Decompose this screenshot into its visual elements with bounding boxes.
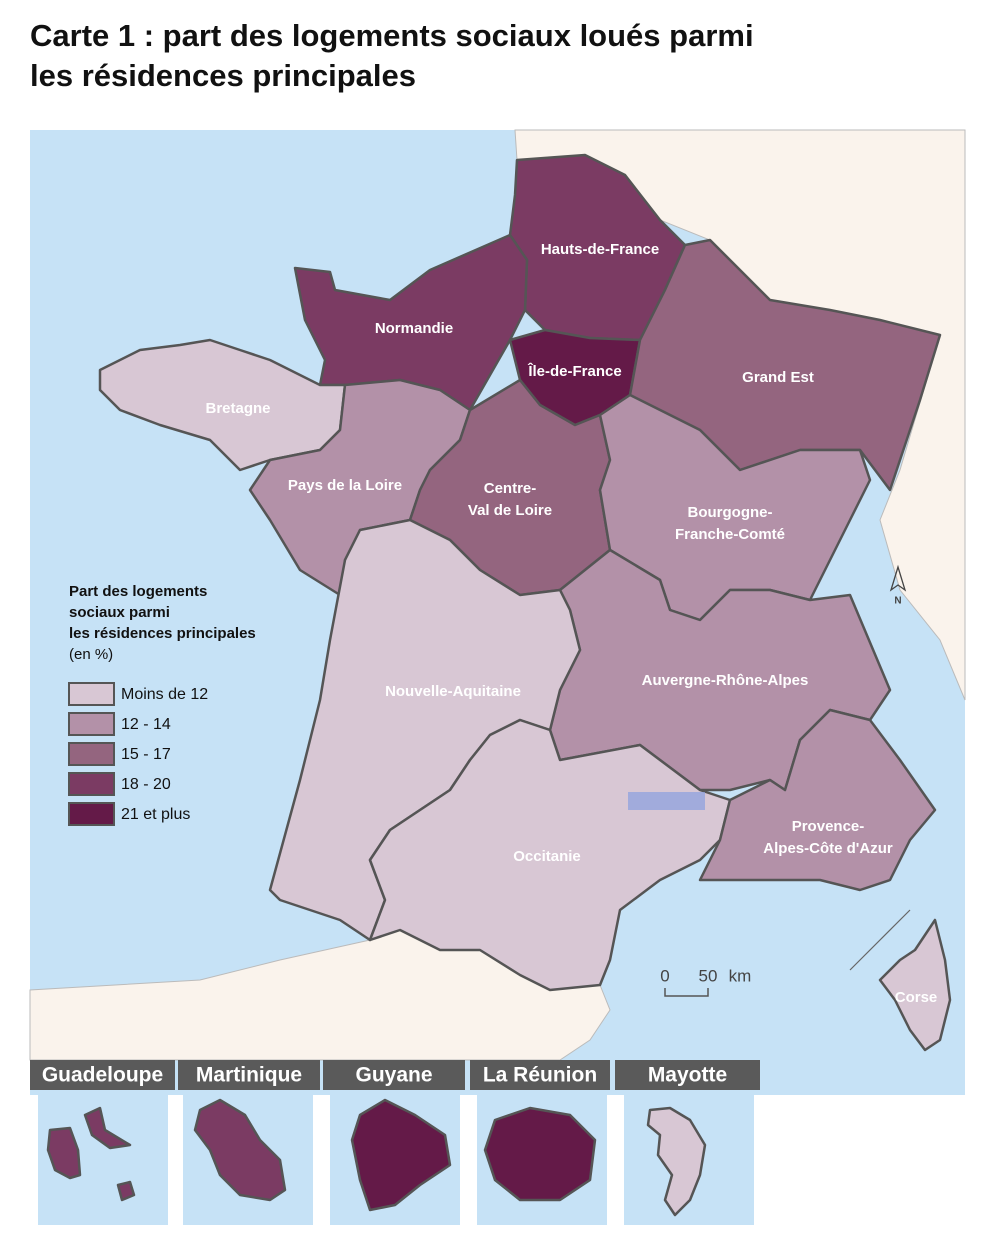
region [368,718,732,992]
overseas-territory [350,1098,452,1212]
region-label: Île-de-France [527,362,621,380]
overseas-name: Mayotte [648,1064,727,1087]
overseas-name: Guadeloupe [42,1064,163,1087]
overseas-tab [323,1060,465,1090]
region-label: Bretagne [205,400,270,417]
overseas-tab [470,1060,610,1090]
overseas-territory [46,1106,136,1202]
region-label: Normandie [375,320,453,337]
north-label: N [894,596,901,607]
scale-end: 50 [699,966,718,985]
legend: Part des logements sociaux parmi les résid… [68,583,256,826]
overseas-territory [193,1098,287,1202]
north-arrow-shape [889,564,907,592]
region [878,918,952,1052]
region-label: Auvergne-Rhône-Alpes [642,672,809,689]
legend-label: 21 et plus [121,806,190,823]
legend-title: sociaux parmi [69,604,170,621]
overseas-name: La Réunion [483,1064,597,1087]
north-arrow: N [889,564,907,607]
region-label: Corse [895,989,938,1006]
legend-swatch [68,712,115,736]
overseas-territory [646,1106,707,1217]
title: les résidences principales [30,58,416,93]
legend-label: 18 - 20 [121,776,171,793]
scale-start: 0 [660,966,669,985]
inset-line [849,909,911,971]
legend-label: 15 - 17 [121,746,171,763]
scale-line [664,988,709,997]
region-label: Grand Est [742,369,814,386]
legend-swatch [68,802,115,826]
region-label: Val de Loire [468,502,552,519]
region-label: Alpes-Côte d'Azur [763,840,893,857]
overseas-tab [30,1060,175,1090]
overseas-territory [483,1106,597,1202]
title: Carte 1 : part des logements sociaux lou… [30,18,754,53]
overseas-name: Martinique [196,1064,302,1087]
legend-swatch [68,682,115,706]
legend-unit: (en %) [69,646,113,663]
overseas-tab [178,1060,320,1090]
region-label: Centre- [484,480,537,497]
legend-title: Part des logements [69,583,207,600]
legend-label: Moins de 12 [121,686,208,703]
legend-swatch [68,772,115,796]
highlight [628,792,705,810]
scale-bar: 0 50 km [660,966,752,997]
region-label: Nouvelle-Aquitaine [385,683,521,700]
region-label: Pays de la Loire [288,477,402,494]
overseas: Guadeloupe Martinique Guyane La Réunion Mayo… [30,1060,760,1225]
legend-label: 12 - 14 [121,716,171,733]
region-label: Provence- [792,818,865,835]
legend-title: les résidences principales [69,625,256,642]
region [698,708,937,892]
region-label: Hauts-de-France [541,241,659,258]
scale-unit: km [729,966,752,985]
region-label: Franche-Comté [675,526,785,543]
overseas-name: Guyane [355,1064,432,1087]
regions: Hauts-de-France Normandie Île-de-France Gra… [98,153,952,1052]
overseas-tab [615,1060,760,1090]
legend-swatch [68,742,115,766]
region-label: Bourgogne- [688,504,773,521]
region-label: Occitanie [513,848,581,865]
